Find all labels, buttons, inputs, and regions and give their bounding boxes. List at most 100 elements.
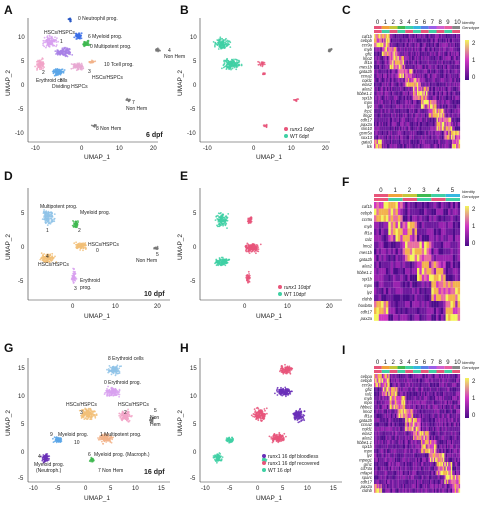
- heatmap-cell: [393, 248, 396, 255]
- heatmap-cell: [392, 135, 394, 140]
- heatmap-cell: [423, 130, 425, 136]
- heatmap-cell: [443, 95, 445, 100]
- heatmap-cell: [448, 241, 451, 249]
- heatmap-cell: [393, 64, 395, 70]
- heatmap-cell: [432, 108, 435, 114]
- heatmap-cell: [385, 69, 388, 74]
- heatmap-cell: [376, 208, 379, 216]
- cell-point: [58, 69, 61, 72]
- heatmap-cell: [433, 307, 437, 315]
- heatmap-cell: [426, 144, 428, 149]
- heatmap-cell: [405, 135, 407, 140]
- heatmap-cell: [374, 301, 377, 308]
- heatmap-cell: [424, 82, 427, 87]
- panel-letter-b: B: [180, 3, 189, 17]
- heatmap-cell: [417, 215, 420, 222]
- heatmap-cell: [448, 144, 450, 149]
- heatmap-cell: [418, 42, 420, 48]
- cell-point: [218, 225, 220, 228]
- heatmap-cell: [450, 235, 453, 242]
- heatmap-cell: [385, 294, 389, 301]
- xtick-d-1: 10: [112, 304, 119, 310]
- heatmap-cell: [424, 135, 427, 140]
- heatmap-cell: [445, 122, 448, 127]
- heatmap-cell: [437, 64, 440, 70]
- heatmap-cell: [390, 47, 393, 52]
- heatmap-cell: [385, 202, 389, 209]
- heatmap-cell: [392, 51, 394, 56]
- heatmap-cell: [374, 261, 377, 268]
- heatmap-cell: [430, 91, 432, 96]
- heatmap-cell: [407, 130, 410, 136]
- gene-label: spi1b: [362, 277, 373, 282]
- heatmap-cell: [424, 287, 427, 295]
- label-d-2: 1: [46, 228, 49, 234]
- column-label: 3: [422, 188, 426, 194]
- heatmap-cell: [436, 202, 439, 209]
- heatmap-cell: [384, 73, 386, 78]
- cell-point: [61, 47, 64, 50]
- heatmap-cell: [421, 215, 425, 222]
- heatmap-cell: [397, 113, 399, 118]
- heatmap-cell: [436, 73, 438, 78]
- heatmap-cell: [379, 51, 381, 56]
- cell-point: [245, 250, 248, 253]
- heatmap-cell: [436, 38, 438, 43]
- heatmap-cell: [431, 56, 433, 61]
- heatmap-cell: [376, 42, 379, 48]
- heatmap-cell: [414, 126, 416, 131]
- heatmap-cell: [390, 73, 393, 78]
- heatmap-cell: [374, 104, 376, 109]
- cell-point: [226, 217, 228, 220]
- heatmap-cell: [439, 42, 441, 48]
- ytick-a-3: -5: [18, 107, 24, 113]
- heatmap-cell: [381, 73, 384, 78]
- heatmap-cell: [417, 135, 419, 140]
- heatmap-cell: [440, 268, 444, 275]
- heatmap-cell: [424, 108, 427, 114]
- heatmap-cell: [453, 82, 455, 87]
- heatmap-cell: [423, 64, 425, 70]
- heatmap-cell: [412, 202, 415, 209]
- cell-point: [111, 388, 114, 391]
- heatmap-cell: [379, 42, 381, 48]
- cell-point: [53, 256, 55, 259]
- heatmap-cell: [376, 254, 379, 262]
- heatmap-cell: [441, 42, 444, 48]
- heatmap-cell: [402, 113, 405, 118]
- heatmap-cell: [457, 287, 461, 295]
- cell-point: [226, 65, 228, 68]
- cell-point: [49, 211, 52, 214]
- heatmap-cell: [398, 91, 401, 96]
- heatmap-cell: [445, 281, 449, 288]
- heatmap-cell: [443, 38, 445, 43]
- heatmap-cell: [453, 135, 455, 140]
- heatmap-cell: [385, 56, 388, 61]
- cell-point: [224, 260, 227, 262]
- heatmap-cell: [458, 86, 461, 92]
- heatmap-cell: [438, 301, 441, 308]
- heatmap-cell: [376, 117, 379, 122]
- heatmap-cell: [452, 202, 456, 209]
- cell-point: [45, 218, 48, 221]
- heatmap-cell: [445, 287, 449, 295]
- heatmap-cell: [409, 208, 413, 216]
- heatmap-cell: [448, 51, 450, 56]
- cell-point: [246, 275, 249, 278]
- heatmap-cell: [456, 130, 458, 136]
- heatmap-cell: [414, 130, 416, 136]
- heatmap-cell: [388, 254, 391, 262]
- heatmap-cell: [374, 78, 376, 83]
- heatmap-cell: [437, 91, 440, 96]
- heatmap-cell: [455, 248, 458, 255]
- heatmap-cell: [437, 135, 440, 140]
- xtick-e-1: 10: [284, 304, 291, 310]
- heatmap-cell: [376, 139, 379, 144]
- heatmap-cell: [440, 117, 442, 122]
- heatmap-cell: [413, 86, 415, 92]
- cell-point: [59, 53, 62, 56]
- heatmap-cell: [445, 42, 448, 48]
- heatmap-cell: [420, 100, 423, 105]
- heatmap-cell: [444, 117, 446, 122]
- heatmap-cell: [377, 51, 380, 56]
